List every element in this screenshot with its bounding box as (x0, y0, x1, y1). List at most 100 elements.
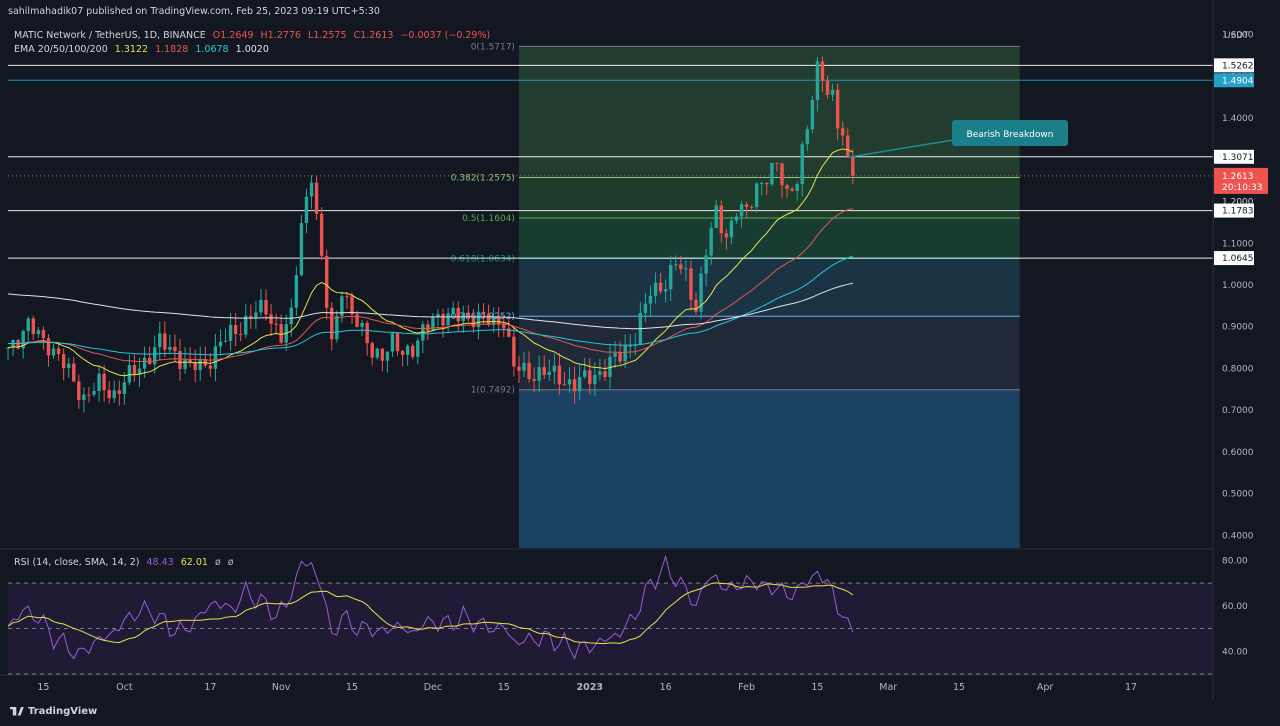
candle-body (26, 318, 30, 332)
sr-price-tag (1214, 149, 1254, 164)
candle-body (760, 182, 764, 184)
candle-body (395, 333, 400, 352)
y-tick-label: 0.6000 (1222, 448, 1254, 458)
candle-body (56, 348, 61, 355)
candle-body (603, 371, 607, 378)
rsi-y-tick-label: 60.00 (1222, 602, 1248, 612)
candle-body (466, 312, 471, 317)
candle-body (714, 205, 718, 229)
candle-body (41, 330, 46, 339)
candle-body (684, 268, 688, 270)
candle-body (593, 374, 597, 385)
ema-legend: EMA 20/50/100/200 1.3122 1.1828 1.0678 1… (14, 44, 273, 55)
candle-body (385, 351, 390, 361)
candle-body (851, 156, 855, 176)
rsi-sma-line (7, 582, 854, 645)
y-tick-label: 0.7000 (1222, 406, 1254, 416)
candle-body (835, 89, 840, 129)
ema50-value: 1.1828 (155, 44, 189, 55)
candle-body (431, 317, 435, 331)
candle-body (628, 345, 632, 347)
currency-label: USDT (1224, 31, 1249, 41)
candle-body (618, 353, 622, 362)
fib-level-label: 1(0.7492) (471, 386, 515, 396)
candle-body (188, 359, 192, 363)
candle-body (249, 315, 253, 318)
candle-body (552, 365, 557, 372)
candle-body (31, 318, 35, 334)
candle-body (208, 365, 213, 369)
candle-body (375, 348, 379, 358)
candle-body (314, 182, 319, 214)
ema200-value: 1.0020 (235, 44, 269, 55)
callout-pointer (847, 138, 961, 159)
x-tick-label: 15 (346, 682, 358, 693)
candle-body (663, 289, 668, 292)
ema50-line (7, 207, 853, 363)
sr-price-label: 1.0645 (1222, 254, 1254, 264)
y-tick-label-partial: 1.2000 (1222, 198, 1254, 208)
candle-body (815, 61, 820, 101)
candle-body (117, 390, 121, 394)
candle-body (400, 351, 405, 355)
candle-body (562, 384, 567, 386)
candle-body (456, 307, 460, 322)
candle-body (507, 328, 511, 337)
ema-label: EMA 20/50/100/200 (14, 44, 108, 55)
x-tick-label: Nov (272, 682, 291, 693)
candle-body (790, 188, 794, 191)
candle-body (183, 359, 187, 369)
fib-zone (518, 258, 1020, 317)
candle-body (577, 377, 582, 392)
candle-body (588, 370, 592, 385)
candle-body (259, 299, 263, 313)
candle-body (572, 379, 577, 392)
y-tick-label: 1.1000 (1222, 239, 1254, 249)
candle-body (203, 358, 207, 366)
candle-body (689, 268, 693, 300)
candle-body (643, 303, 648, 313)
candle-body (198, 358, 202, 371)
candle-body (775, 162, 779, 164)
candle-body (669, 265, 673, 290)
sr-price-label: 1.1783 (1222, 207, 1254, 217)
candle-body (360, 322, 364, 327)
candle-body (481, 311, 486, 314)
candle-body (330, 307, 334, 340)
candle-body (193, 362, 197, 371)
candle-body (36, 330, 41, 334)
candle-body (279, 324, 283, 343)
candle-body (112, 390, 116, 399)
candle-body (780, 163, 784, 186)
fib-level-label: 0.382(1.2575) (451, 174, 515, 184)
candle-body (92, 390, 96, 395)
ohlc-low: L1.2575 (307, 30, 347, 41)
candle-body (486, 313, 491, 325)
symbol-line: MATIC Network / TetherUS, 1D, BINANCE O1… (14, 30, 494, 41)
candle-body (340, 296, 344, 316)
rsi-label: RSI (14, close, SMA, 14, 2) (14, 557, 140, 568)
x-tick-label: 15 (498, 682, 510, 693)
candle-body (739, 204, 744, 217)
candle-body (542, 367, 546, 376)
candle-body (679, 264, 683, 270)
candle-body (127, 365, 132, 383)
candle-body (370, 343, 374, 358)
candle-body (830, 89, 835, 95)
candle-body (820, 61, 825, 81)
candle-body (405, 345, 410, 355)
candle-body (299, 222, 304, 276)
candle-body (142, 357, 147, 369)
candle-body (319, 213, 324, 256)
y-tick-label: 1.2000 (1222, 198, 1254, 208)
sr-price-tag (1214, 58, 1254, 73)
ohlc-open: O1.2649 (212, 30, 254, 41)
candle-body (613, 353, 617, 357)
sr-price-label: 1.3071 (1222, 153, 1254, 163)
candle-body (163, 333, 167, 350)
candle-body (82, 394, 86, 401)
candle-body (416, 340, 420, 357)
candle-body (269, 314, 273, 324)
candle-body (491, 316, 496, 325)
price-chart[interactable]: 0(1.5717) 0.382(1.2575) 0.5(1.1604) 0.618(1… (0, 0, 1280, 700)
